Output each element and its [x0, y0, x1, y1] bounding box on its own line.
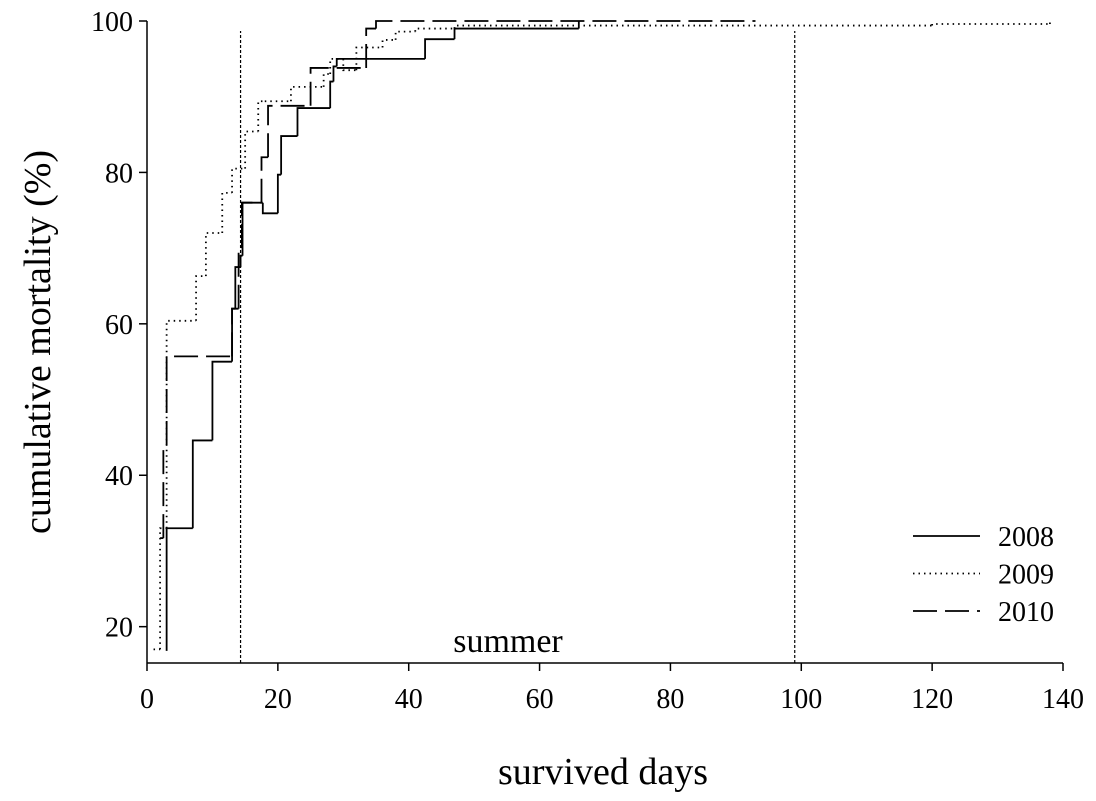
x-tick-label: 120: [911, 684, 953, 715]
x-axis-label: survived days: [498, 751, 708, 793]
step-segment: [240, 201, 262, 249]
step-segment: [453, 24, 933, 29]
y-tick-label: 100: [91, 7, 133, 38]
step-segment: [159, 527, 167, 650]
step-segment: [237, 247, 242, 309]
step-segment: [165, 355, 233, 445]
step-segment: [375, 20, 756, 29]
legend-label: 2010: [998, 597, 1054, 628]
step-segment: [165, 527, 193, 651]
step-segment: [267, 104, 311, 158]
step-segment: [239, 254, 243, 268]
step-segment: [342, 58, 357, 72]
step-segment: [332, 65, 337, 82]
legend-label: 2009: [998, 560, 1054, 591]
x-tick-label: 140: [1042, 684, 1084, 715]
step-segment: [931, 23, 1050, 26]
x-tick-label: 20: [264, 684, 292, 715]
step-segment: [204, 232, 223, 277]
step-segment: [244, 130, 259, 169]
step-segment: [260, 156, 269, 203]
step-segment: [191, 439, 213, 529]
step-segment: [257, 100, 265, 132]
step-segment: [414, 27, 455, 32]
step-segment: [241, 201, 263, 256]
x-tick-label: 60: [526, 684, 554, 715]
x-tick-label: 40: [395, 684, 423, 715]
step-segment: [195, 275, 206, 321]
step-segment: [280, 135, 298, 175]
step-segment: [322, 73, 331, 87]
step-segment: [165, 319, 197, 529]
step-segment: [162, 444, 167, 539]
y-axis-label: cumulative mortality (%): [17, 150, 59, 534]
x-tick-label: 100: [780, 684, 822, 715]
step-segment: [276, 173, 282, 214]
step-segment: [424, 38, 455, 59]
step-segment: [290, 85, 324, 102]
step-segment: [355, 46, 383, 71]
step-segment: [453, 27, 579, 40]
y-tick-label: 20: [105, 613, 133, 644]
step-segment: [394, 30, 416, 40]
step-segment: [221, 191, 233, 233]
x-tick-label: 0: [140, 684, 154, 715]
y-tick-label: 40: [105, 461, 133, 492]
step-segment: [335, 57, 370, 67]
step-segment: [309, 67, 367, 106]
y-tick-label: 80: [105, 158, 133, 189]
step-segment: [296, 107, 331, 137]
annotation: summer: [453, 623, 563, 660]
y-tick-label: 60: [105, 310, 133, 341]
step-segment: [211, 360, 233, 441]
step-segment: [231, 167, 246, 193]
legend-label: 2008: [998, 522, 1054, 553]
x-tick-label: 80: [656, 684, 684, 715]
step-segment: [329, 80, 334, 109]
step-segment: [261, 202, 278, 215]
step-segment: [365, 27, 376, 68]
step-segment: [231, 307, 239, 357]
step-segment: [381, 39, 396, 48]
